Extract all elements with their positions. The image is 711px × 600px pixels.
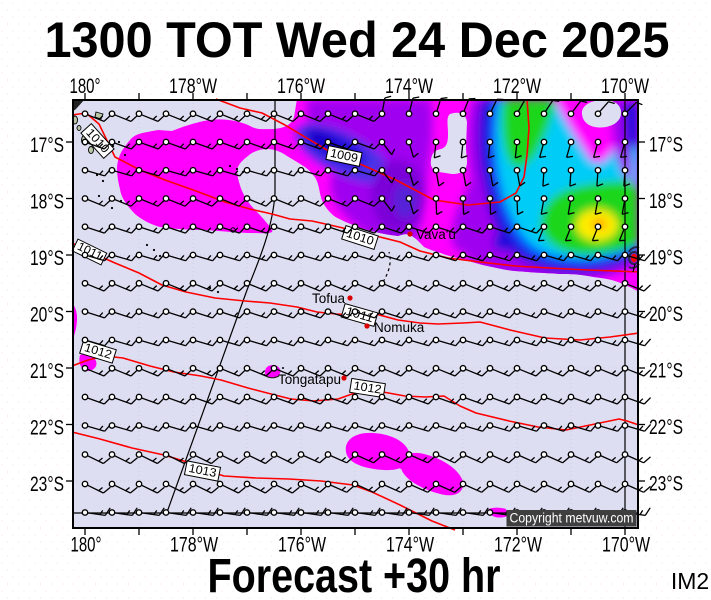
svg-text:23°S: 23°S (30, 473, 64, 496)
svg-text:1013: 1013 (188, 461, 218, 480)
svg-text:18°S: 18°S (649, 190, 683, 213)
svg-text:1012: 1012 (353, 378, 383, 396)
svg-text:Nomuka: Nomuka (374, 320, 425, 335)
svg-text:Vava'u: Vava'u (416, 227, 456, 242)
svg-text:20°S: 20°S (30, 304, 64, 327)
svg-text:19°S: 19°S (649, 247, 683, 270)
svg-text:17°S: 17°S (649, 134, 683, 157)
svg-text:178°W: 178°W (169, 75, 217, 98)
svg-text:Copyright metvuw.com: Copyright metvuw.com (510, 511, 634, 526)
svg-text:176°W: 176°W (278, 534, 326, 557)
svg-text:Tofua: Tofua (312, 291, 346, 306)
svg-text:21°S: 21°S (30, 360, 64, 383)
svg-text:Forecast +30 hr: Forecast +30 hr (208, 550, 501, 600)
svg-text:176°W: 176°W (277, 75, 325, 98)
svg-text:174°W: 174°W (386, 534, 434, 557)
svg-text:180°: 180° (70, 75, 101, 98)
svg-text:170°W: 170°W (601, 75, 649, 98)
svg-text:17°S: 17°S (30, 134, 64, 157)
svg-text:22°S: 22°S (30, 417, 64, 440)
svg-text:170°W: 170°W (602, 534, 650, 557)
svg-text:172°W: 172°W (493, 75, 541, 98)
svg-text:Tongatapu: Tongatapu (278, 372, 341, 387)
svg-text:180°: 180° (71, 534, 102, 557)
svg-text:19°S: 19°S (30, 247, 64, 270)
svg-text:22°S: 22°S (649, 416, 683, 439)
svg-text:IM2: IM2 (671, 568, 709, 594)
svg-text:18°S: 18°S (30, 191, 64, 214)
svg-text:23°S: 23°S (649, 473, 683, 496)
svg-text:20°S: 20°S (649, 303, 683, 326)
svg-text:1009: 1009 (329, 146, 360, 166)
svg-text:172°W: 172°W (494, 534, 542, 557)
svg-text:1300 TOT Wed 24 Dec 2025: 1300 TOT Wed 24 Dec 2025 (45, 12, 670, 68)
svg-text:174°W: 174°W (385, 75, 433, 98)
svg-text:178°W: 178°W (170, 534, 218, 557)
svg-text:21°S: 21°S (649, 360, 683, 383)
